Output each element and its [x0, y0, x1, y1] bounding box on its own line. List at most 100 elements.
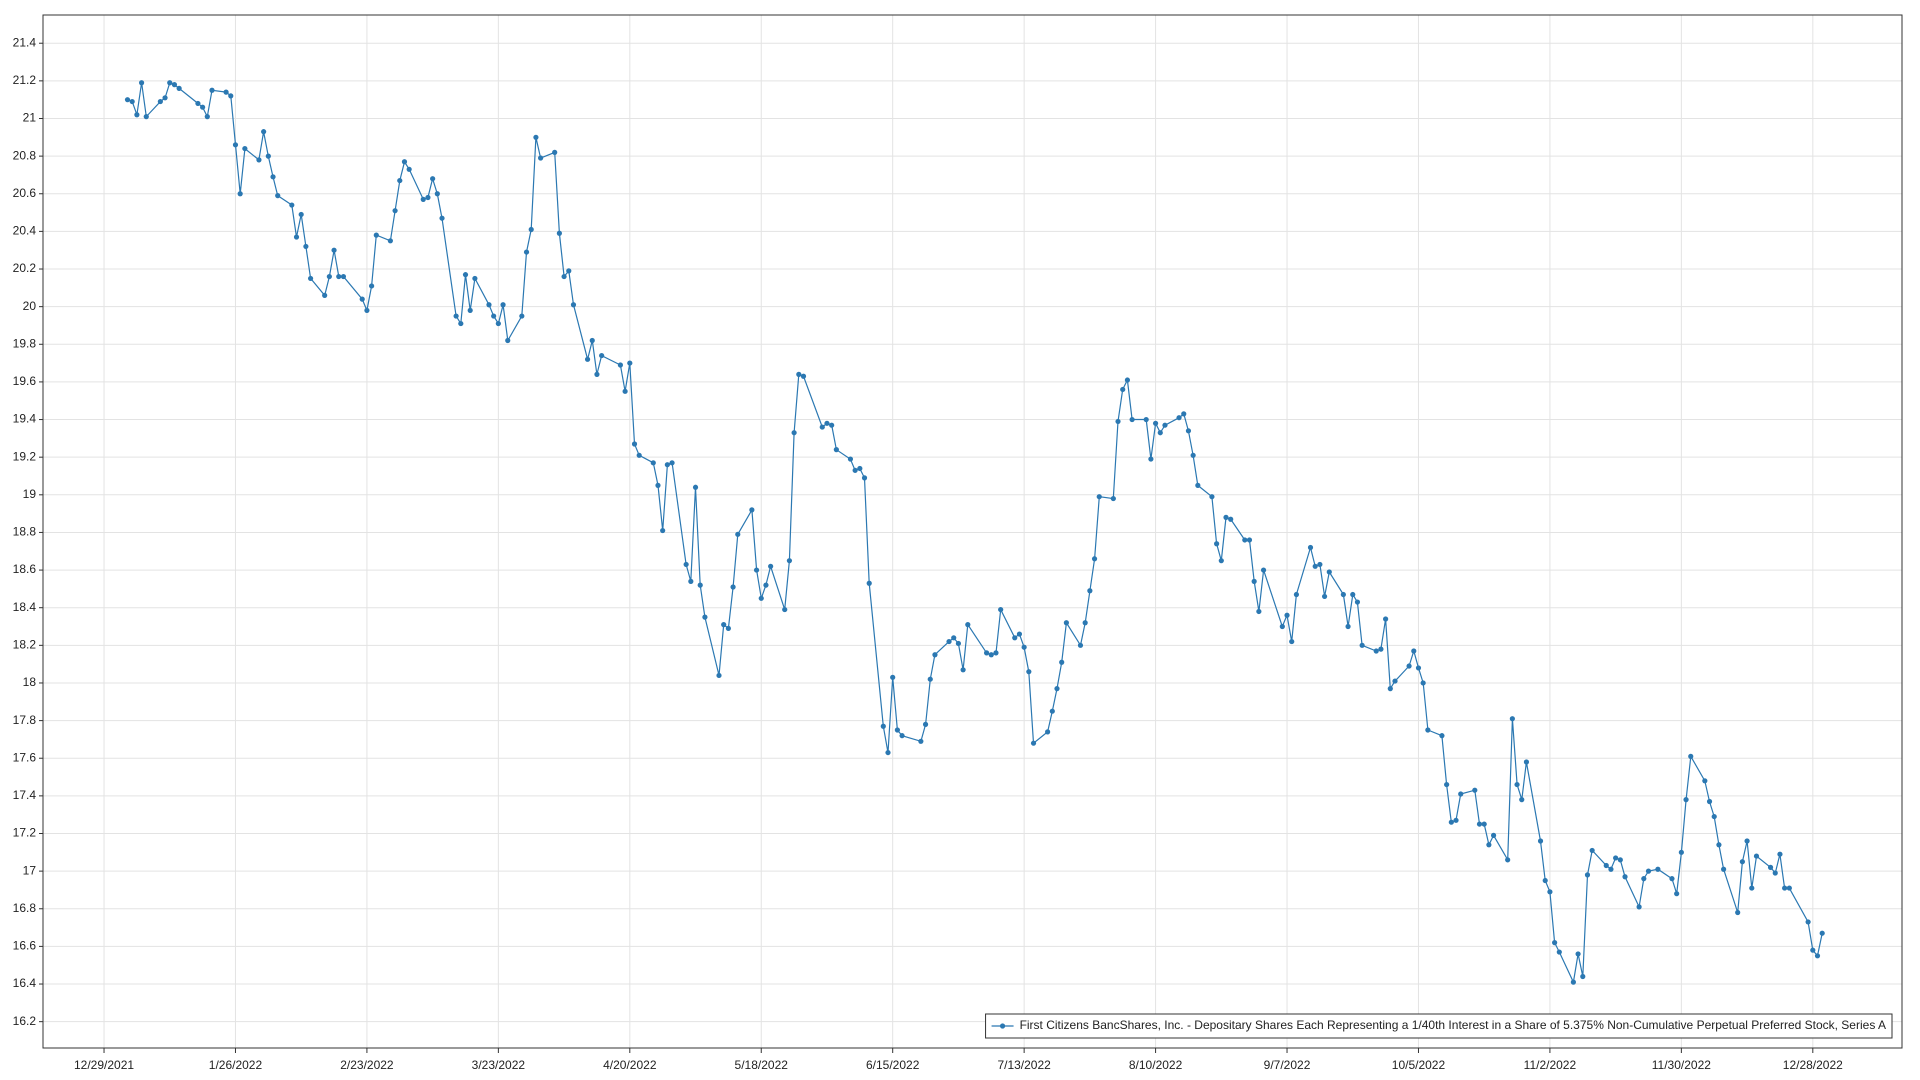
data-point [1636, 904, 1642, 910]
data-point [1415, 665, 1422, 671]
y-tick-label: 20.2 [13, 261, 37, 275]
data-point [1674, 891, 1680, 897]
data-point [275, 193, 281, 199]
data-point [988, 652, 994, 658]
x-tick-label: 10/5/2022 [1392, 1058, 1446, 1072]
legend-box [985, 1013, 1893, 1039]
data-point [1214, 541, 1220, 547]
y-tick-label: 21 [23, 111, 37, 125]
data-point [660, 527, 666, 534]
data-point [1425, 727, 1431, 733]
data-point [336, 273, 342, 280]
data-point [340, 273, 347, 280]
data-point [1129, 416, 1135, 423]
x-tick-label: 12/28/2022 [1783, 1058, 1843, 1072]
data-point [983, 650, 990, 656]
data-point [692, 484, 699, 490]
data-point [434, 191, 440, 197]
data-point [702, 614, 708, 620]
data-point [1143, 416, 1149, 423]
data-point [768, 563, 774, 569]
data-point [458, 320, 464, 327]
data-point [1406, 663, 1412, 669]
data-point [1218, 558, 1224, 564]
data-point [932, 652, 938, 658]
data-point [584, 356, 591, 362]
data-point [1519, 797, 1525, 803]
data-point [500, 302, 506, 308]
data-point [1777, 851, 1783, 857]
data-point [570, 302, 577, 308]
data-point [1448, 819, 1454, 825]
data-point [261, 129, 267, 135]
data-point [326, 273, 332, 280]
data-point [955, 640, 962, 647]
y-tick-label: 16.8 [13, 901, 37, 915]
data-point [171, 82, 178, 88]
data-point [697, 582, 703, 588]
data-point [922, 721, 929, 727]
data-point [1223, 514, 1229, 520]
data-point [359, 296, 365, 302]
data-point [387, 238, 393, 244]
data-point [1472, 787, 1478, 793]
data-point [1045, 729, 1051, 735]
data-point [1176, 415, 1182, 421]
data-point [1063, 620, 1069, 626]
y-tick-label: 20.8 [13, 148, 37, 162]
y-tick-label: 16.4 [13, 976, 37, 990]
data-point [1152, 420, 1159, 426]
data-point [1476, 821, 1483, 827]
data-point [1814, 953, 1821, 959]
data-point [1580, 973, 1586, 980]
data-point [1603, 862, 1609, 869]
data-point [1486, 842, 1492, 848]
data-point [1786, 885, 1792, 891]
data-point [561, 273, 567, 280]
data-point [636, 452, 642, 458]
data-point [1157, 430, 1163, 436]
data-point [157, 98, 163, 105]
data-point [1209, 494, 1215, 500]
data-point [622, 388, 628, 394]
data-point [425, 194, 431, 201]
y-tick-label: 20.6 [13, 186, 37, 200]
data-point [749, 507, 755, 513]
data-point [1641, 876, 1647, 882]
data-point [209, 87, 215, 93]
data-point [1481, 821, 1487, 827]
data-point [1622, 874, 1628, 880]
data-point [631, 441, 638, 447]
data-point [1242, 537, 1248, 543]
data-point [1289, 638, 1295, 645]
data-point [1613, 855, 1619, 861]
data-point [293, 234, 300, 240]
data-point [486, 302, 492, 308]
data-point [1307, 544, 1314, 551]
y-tick-label: 19.4 [13, 412, 37, 426]
data-point [462, 272, 469, 278]
data-point [1317, 561, 1323, 568]
data-point [965, 622, 971, 628]
data-point [1444, 781, 1450, 788]
data-point [176, 85, 182, 91]
data-point [1453, 817, 1459, 823]
data-point [1383, 616, 1389, 622]
data-point [401, 159, 408, 165]
data-point [1744, 838, 1750, 844]
data-point [1711, 813, 1717, 820]
data-point [237, 191, 243, 197]
data-point [1082, 620, 1088, 626]
data-point [307, 275, 314, 282]
data-point [200, 104, 206, 110]
data-point [1805, 919, 1811, 925]
data-point [1735, 909, 1741, 916]
data-point [1420, 680, 1426, 686]
data-point [1030, 740, 1037, 746]
data-point [472, 275, 478, 282]
y-tick-label: 16.2 [13, 1014, 37, 1028]
data-point [899, 733, 905, 739]
data-point [1411, 648, 1417, 654]
